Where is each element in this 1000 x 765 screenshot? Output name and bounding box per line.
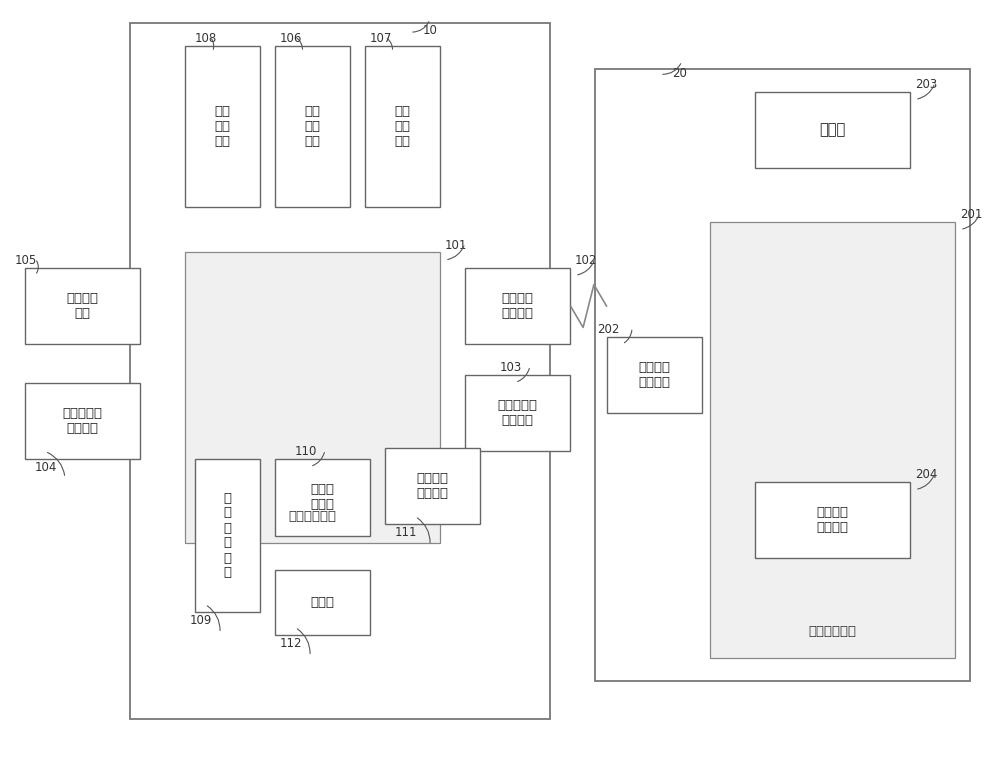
Text: 108: 108 (195, 32, 217, 45)
Text: 转向
检测
模块: 转向 检测 模块 (394, 105, 410, 148)
Bar (607, 337, 702, 413)
Text: 10: 10 (423, 24, 438, 37)
Bar (25, 268, 140, 344)
Text: 102: 102 (575, 254, 597, 267)
Text: 202: 202 (597, 323, 619, 336)
Bar (365, 46, 440, 207)
Text: 107: 107 (370, 32, 392, 45)
Bar (195, 459, 260, 612)
Text: 110: 110 (295, 445, 317, 458)
Text: 右轮毅电机
驱动模块: 右轮毅电机 驱动模块 (498, 399, 538, 427)
Bar (25, 382, 140, 459)
Text: 后
指
示
灯
模
块: 后 指 示 灯 模 块 (224, 491, 232, 580)
Bar (755, 92, 910, 168)
Bar (185, 252, 440, 543)
Text: 104: 104 (35, 461, 57, 474)
Bar (275, 570, 370, 635)
Text: 音频解
码模块: 音频解 码模块 (310, 483, 334, 511)
Bar (385, 448, 480, 524)
Text: 前照
明灯
模块: 前照 明灯 模块 (214, 105, 230, 148)
Bar (275, 46, 350, 207)
Bar (275, 459, 370, 536)
Text: 20: 20 (672, 67, 687, 80)
Bar (130, 23, 550, 719)
Text: 第二无线
传输模块: 第二无线 传输模块 (639, 361, 670, 389)
Bar (755, 482, 910, 558)
Bar (465, 268, 570, 344)
Text: 105: 105 (15, 254, 37, 267)
Text: 第一控制模块: 第一控制模块 (288, 510, 336, 522)
Text: 第二数据
存储模块: 第二数据 存储模块 (416, 472, 448, 500)
Text: 111: 111 (395, 526, 418, 539)
Bar (465, 375, 570, 451)
Text: 脚踩
检测
模块: 脚踩 检测 模块 (304, 105, 320, 148)
Text: 109: 109 (190, 614, 212, 627)
Text: 扬声器: 扬声器 (310, 596, 334, 609)
Text: 姿态检测
模块: 姿态检测 模块 (66, 292, 98, 320)
Text: 第一无线
传输模块: 第一无线 传输模块 (502, 292, 534, 320)
Text: 触摸屏: 触摸屏 (819, 122, 846, 138)
Bar (595, 69, 970, 681)
Text: 204: 204 (915, 468, 937, 481)
Text: 106: 106 (280, 32, 302, 45)
Text: 左轮毅电机
驱动模块: 左轮毅电机 驱动模块 (62, 407, 103, 435)
Text: 101: 101 (445, 239, 467, 252)
Text: 201: 201 (960, 208, 982, 221)
Text: 203: 203 (915, 78, 937, 91)
Text: 第一数据
存储模块: 第一数据 存储模块 (816, 506, 848, 534)
Bar (710, 222, 955, 658)
Text: 第二控制模块: 第二控制模块 (808, 625, 856, 637)
Text: 112: 112 (280, 637, 302, 650)
Text: 103: 103 (500, 361, 522, 374)
Bar (185, 46, 260, 207)
